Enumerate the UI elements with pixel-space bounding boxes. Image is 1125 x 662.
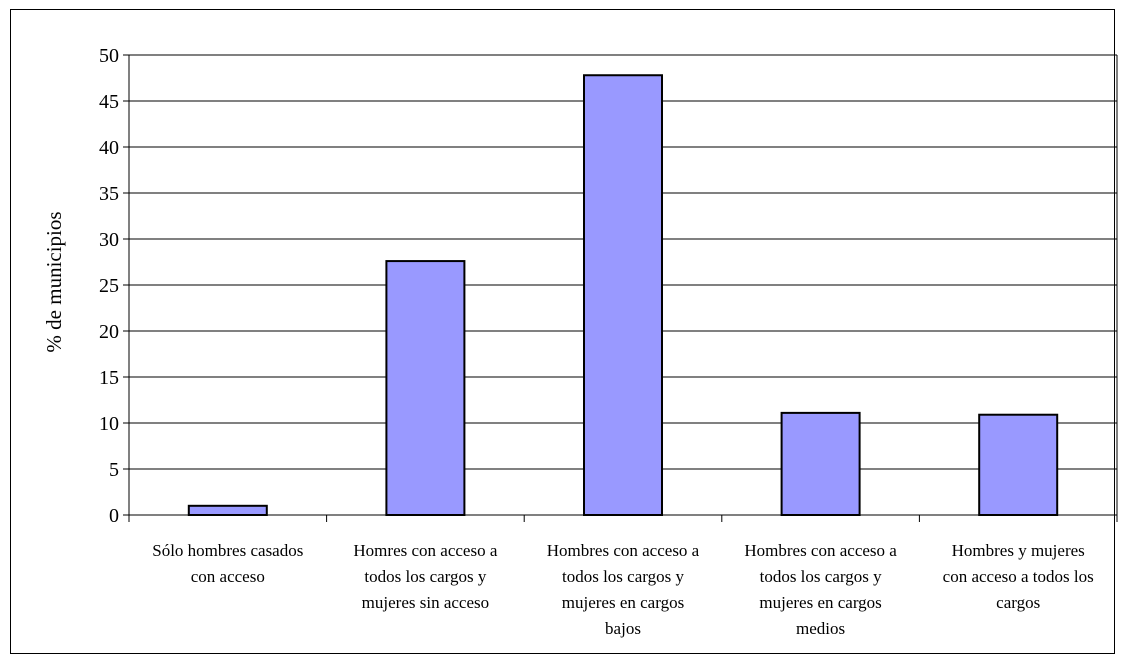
category-label: Hombres y mujeres con acceso a todos los c… <box>943 541 1094 612</box>
y-tick-label: 15 <box>99 367 119 389</box>
bar <box>187 504 268 516</box>
y-tick-label: 35 <box>99 183 119 205</box>
category-label-line: cargos <box>996 593 1040 612</box>
category-label-line: todos los cargos y <box>364 567 486 586</box>
y-tick-label: 20 <box>99 321 119 343</box>
category-label: Homres con acceso a todos los cargos y muj… <box>353 541 497 612</box>
bar <box>385 260 466 516</box>
category-label-line: mujeres en cargos <box>562 593 684 612</box>
y-tick-label: 5 <box>109 459 119 481</box>
category-label-line: con acceso a todos los <box>943 567 1094 586</box>
bar <box>780 411 861 517</box>
category-label-line: todos los cargos y <box>562 567 684 586</box>
y-tick-label: 50 <box>99 45 119 67</box>
category-label: Hombres con acceso a todos los cargos y mu… <box>744 541 897 638</box>
y-tick-label: 0 <box>109 505 119 527</box>
y-tick-label: 45 <box>99 91 119 113</box>
category-label: Sólo hombres casados con acceso <box>152 541 303 586</box>
bar <box>978 413 1059 516</box>
category-label: Hombres con acceso a todos los cargos y mu… <box>547 541 700 638</box>
category-label-line: mujeres sin acceso <box>362 593 489 612</box>
category-label-line: Sólo hombres casados <box>152 541 303 560</box>
y-tick-label: 30 <box>99 229 119 251</box>
category-label-line: con acceso <box>191 567 265 586</box>
category-label-line: mujeres en cargos <box>759 593 881 612</box>
y-tick-label: 40 <box>99 137 119 159</box>
bar <box>583 74 663 517</box>
category-label-line: todos los cargos y <box>760 567 882 586</box>
y-axis-title: % de municipios <box>42 211 66 352</box>
category-label-line: Hombres y mujeres <box>952 541 1085 560</box>
y-tick-label: 25 <box>99 275 119 297</box>
y-tick-label: 10 <box>99 413 119 435</box>
category-label-line: Hombres con acceso a <box>744 541 897 560</box>
plot-area: 0 5 10 15 20 25 30 35 40 45 50 Sólo hombres casados… <box>99 45 1118 638</box>
category-label-line: bajos <box>605 619 641 638</box>
category-label-line: medios <box>796 619 845 638</box>
category-label-line: Hombres con acceso a <box>547 541 700 560</box>
category-label-line: Homres con acceso a <box>353 541 497 560</box>
